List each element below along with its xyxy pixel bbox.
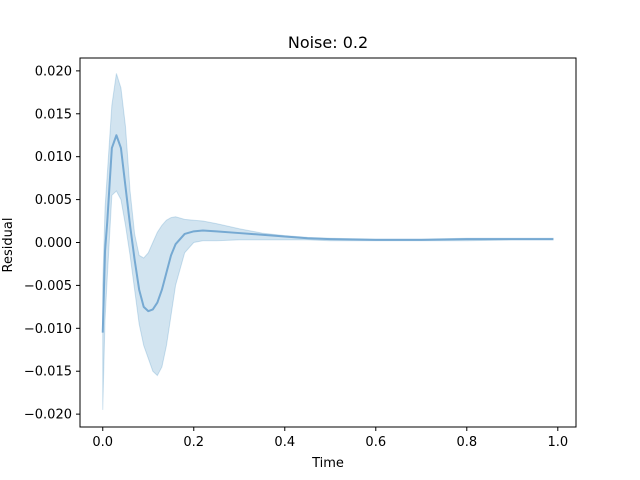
y-tick-label: 0.010 — [35, 150, 72, 165]
x-tick-label: 0.6 — [365, 435, 386, 450]
x-tick-label: 0.8 — [456, 435, 477, 450]
y-tick-label: −0.015 — [24, 365, 72, 380]
confidence-band — [102, 73, 554, 410]
y-tick-label: 0.000 — [35, 236, 72, 251]
y-tick-label: −0.020 — [24, 408, 72, 423]
chart-title: Noise: 0.2 — [288, 33, 368, 52]
y-tick-label: 0.005 — [35, 193, 72, 208]
y-tick-label: −0.010 — [24, 322, 72, 337]
y-tick-label: 0.015 — [35, 107, 72, 122]
x-tick-label: 1.0 — [547, 435, 568, 450]
series-line — [101, 134, 554, 333]
y-tick-label: −0.005 — [24, 279, 72, 294]
x-tick-label: 0.4 — [274, 435, 295, 450]
y-tick-label: 0.020 — [35, 64, 72, 79]
axes: 0.0 0.2 0.4 0.6 0.8 1.0 −0.020 −0.015 −0.010 −0.0… — [24, 57, 577, 450]
y-axis-title: Residual — [1, 218, 16, 273]
x-tick-label: 0.0 — [92, 435, 113, 450]
plot-area — [101, 73, 554, 410]
x-axis-title: Time — [311, 456, 344, 471]
x-tick-label: 0.2 — [183, 435, 204, 450]
